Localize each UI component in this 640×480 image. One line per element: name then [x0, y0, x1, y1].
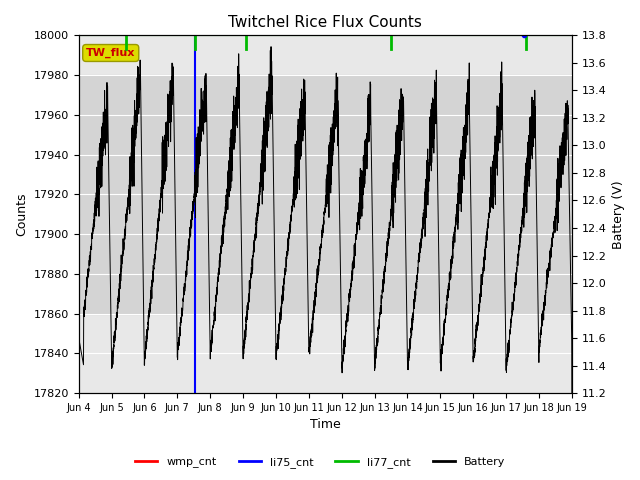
Legend: wmp_cnt, li75_cnt, li77_cnt, Battery: wmp_cnt, li75_cnt, li77_cnt, Battery [131, 452, 509, 472]
Y-axis label: Battery (V): Battery (V) [612, 180, 625, 249]
Y-axis label: Counts: Counts [15, 192, 28, 236]
Text: TW_flux: TW_flux [86, 48, 136, 58]
Bar [79, 75, 572, 313]
Title: Twitchel Rice Flux Counts: Twitchel Rice Flux Counts [228, 15, 422, 30]
X-axis label: Time: Time [310, 419, 340, 432]
